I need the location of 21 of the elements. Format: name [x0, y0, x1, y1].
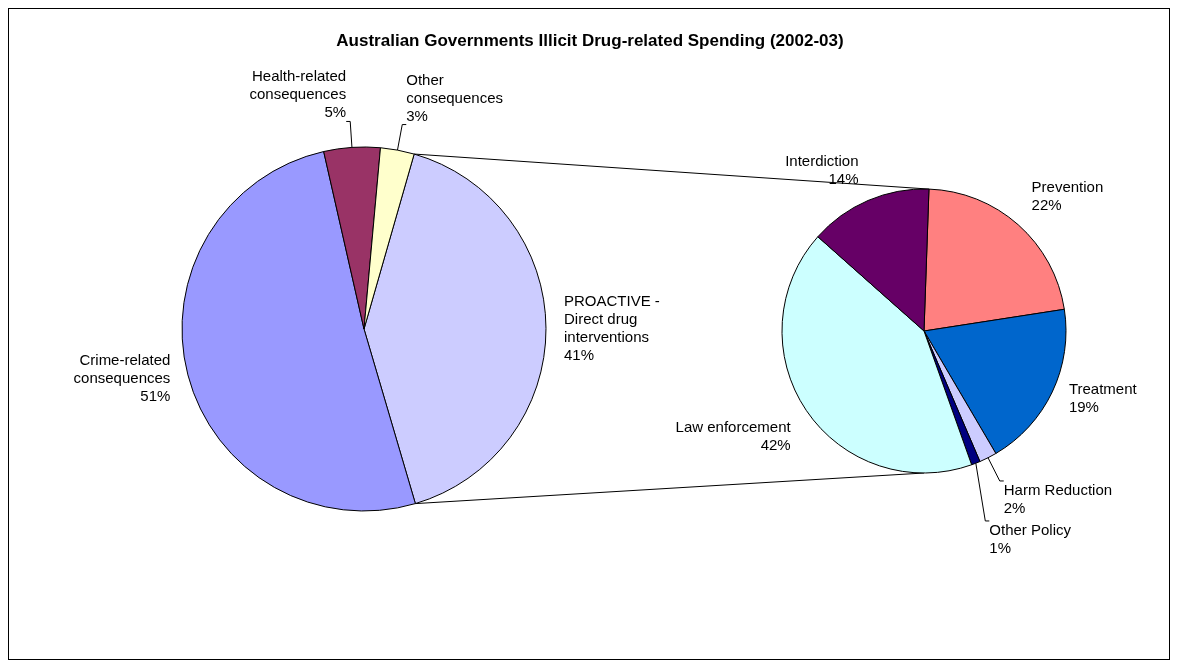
data-label: 19%: [1068, 397, 1099, 415]
data-label: 41%: [564, 346, 595, 364]
data-label: 22%: [1031, 196, 1062, 214]
data-label: 42%: [760, 436, 791, 454]
chart-title: Australian Governments Illicit Drug-related Spending (2002-03): [335, 31, 845, 51]
slice-label: Health-related consequences: [249, 67, 347, 103]
data-label: 51%: [140, 387, 171, 405]
slice-label: Interdiction: [785, 151, 859, 169]
slice-label: PROACTIVE - Direct drug interventions: [564, 292, 660, 346]
data-label: 1%: [989, 538, 1011, 556]
slice-label: Other consequences: [406, 70, 504, 106]
slice-label: Treatment: [1068, 379, 1138, 397]
slice-label: Law enforcement: [675, 418, 792, 436]
slice-label: Prevention: [1031, 178, 1104, 196]
data-label: 5%: [324, 103, 347, 121]
data-label: 2%: [1003, 498, 1026, 516]
slice-label: Crime-related consequences: [73, 351, 171, 387]
slice-label: Other Policy: [989, 520, 1072, 538]
slice-label: Harm Reduction: [1003, 480, 1113, 498]
data-label: 14%: [828, 169, 859, 187]
data-label: 3%: [406, 106, 428, 124]
